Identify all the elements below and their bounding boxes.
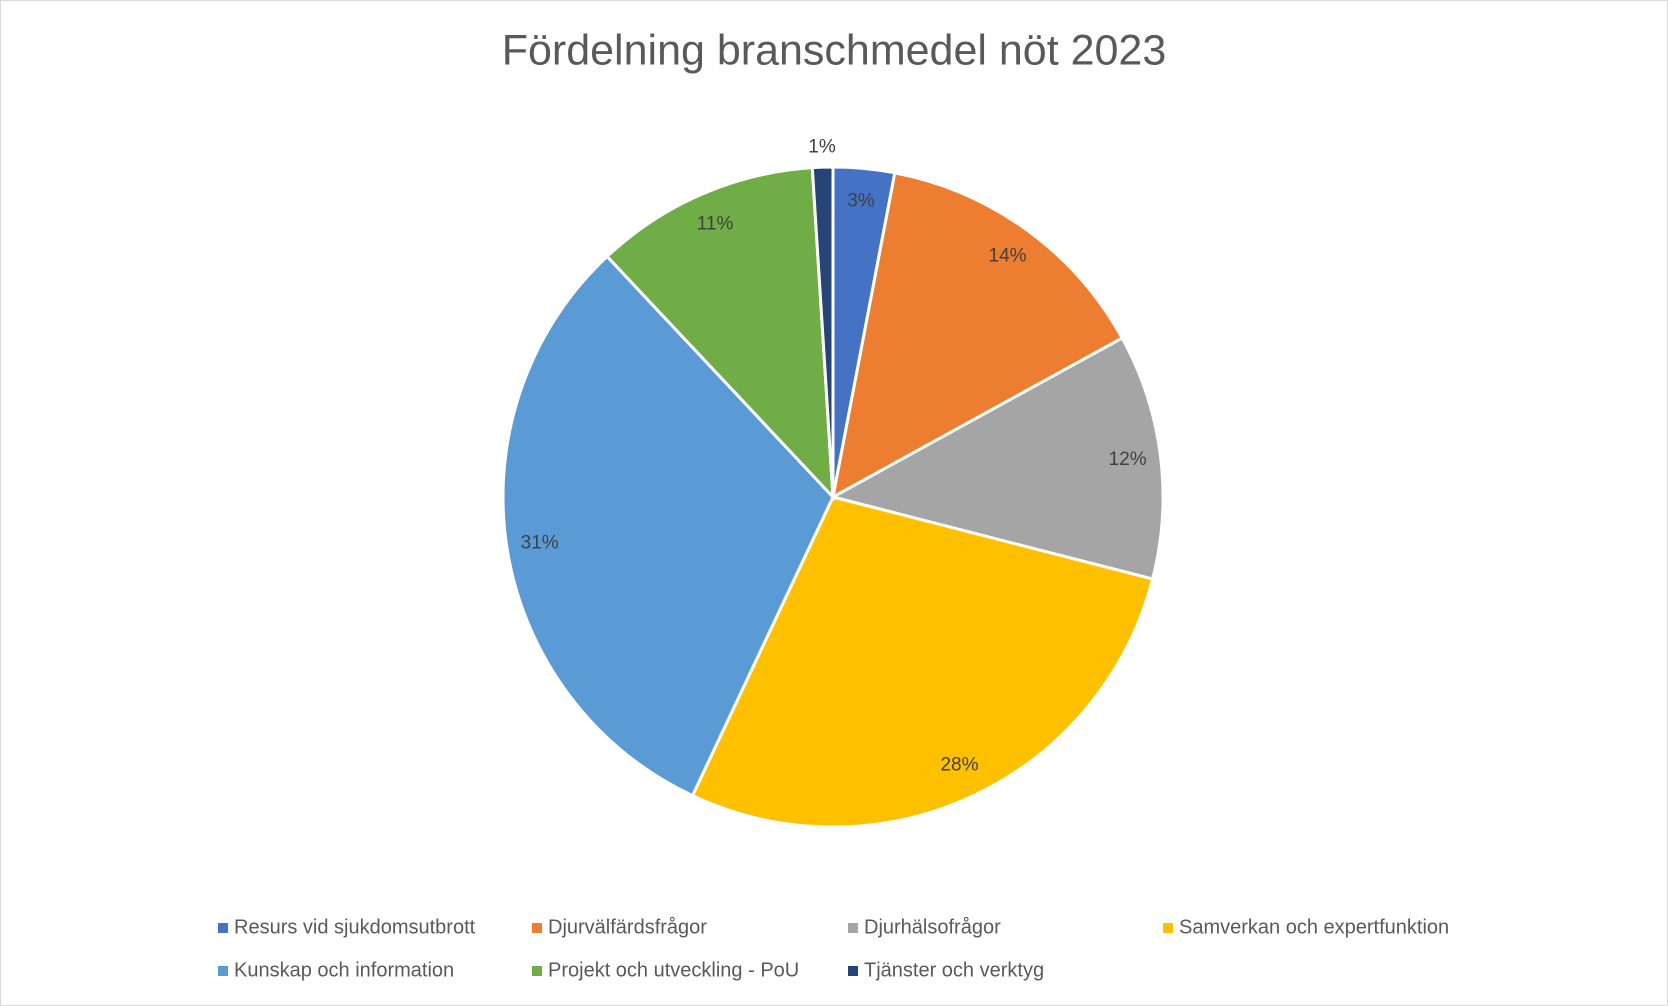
legend-label: Djurvälfärdsfrågor — [548, 916, 707, 938]
legend-label: Djurhälsofrågor — [864, 916, 1001, 938]
data-label: 14% — [989, 246, 1027, 267]
legend-label: Projekt och utveckling - PoU — [548, 959, 799, 981]
legend-label: Resurs vid sjukdomsutbrott — [234, 916, 476, 938]
chart-title: Fördelning branschmedel nöt 2023 — [502, 26, 1167, 74]
legend-marker — [218, 923, 228, 933]
legend-marker — [532, 966, 542, 976]
data-label: 1% — [808, 136, 836, 157]
pie-slice — [690, 495, 1155, 829]
legend-marker — [848, 923, 858, 933]
legend-label: Tjänster och verktyg — [864, 959, 1044, 981]
legend-marker — [1163, 923, 1173, 933]
data-label: 31% — [521, 532, 559, 553]
data-label: 11% — [697, 213, 734, 234]
legend-label: Samverkan och expertfunktion — [1179, 916, 1449, 938]
legend-marker — [848, 966, 858, 976]
data-label: 28% — [940, 755, 978, 776]
data-label: 3% — [847, 190, 875, 211]
legend-label: Kunskap och information — [234, 959, 454, 981]
pie-slice — [830, 171, 1125, 500]
pie-slice — [604, 166, 835, 502]
data-label: 12% — [1109, 449, 1147, 470]
legend-marker — [532, 923, 542, 933]
pie-slice — [501, 254, 835, 798]
pie-slice — [828, 335, 1165, 581]
pie-slice — [810, 165, 835, 498]
legend-marker — [218, 966, 228, 976]
